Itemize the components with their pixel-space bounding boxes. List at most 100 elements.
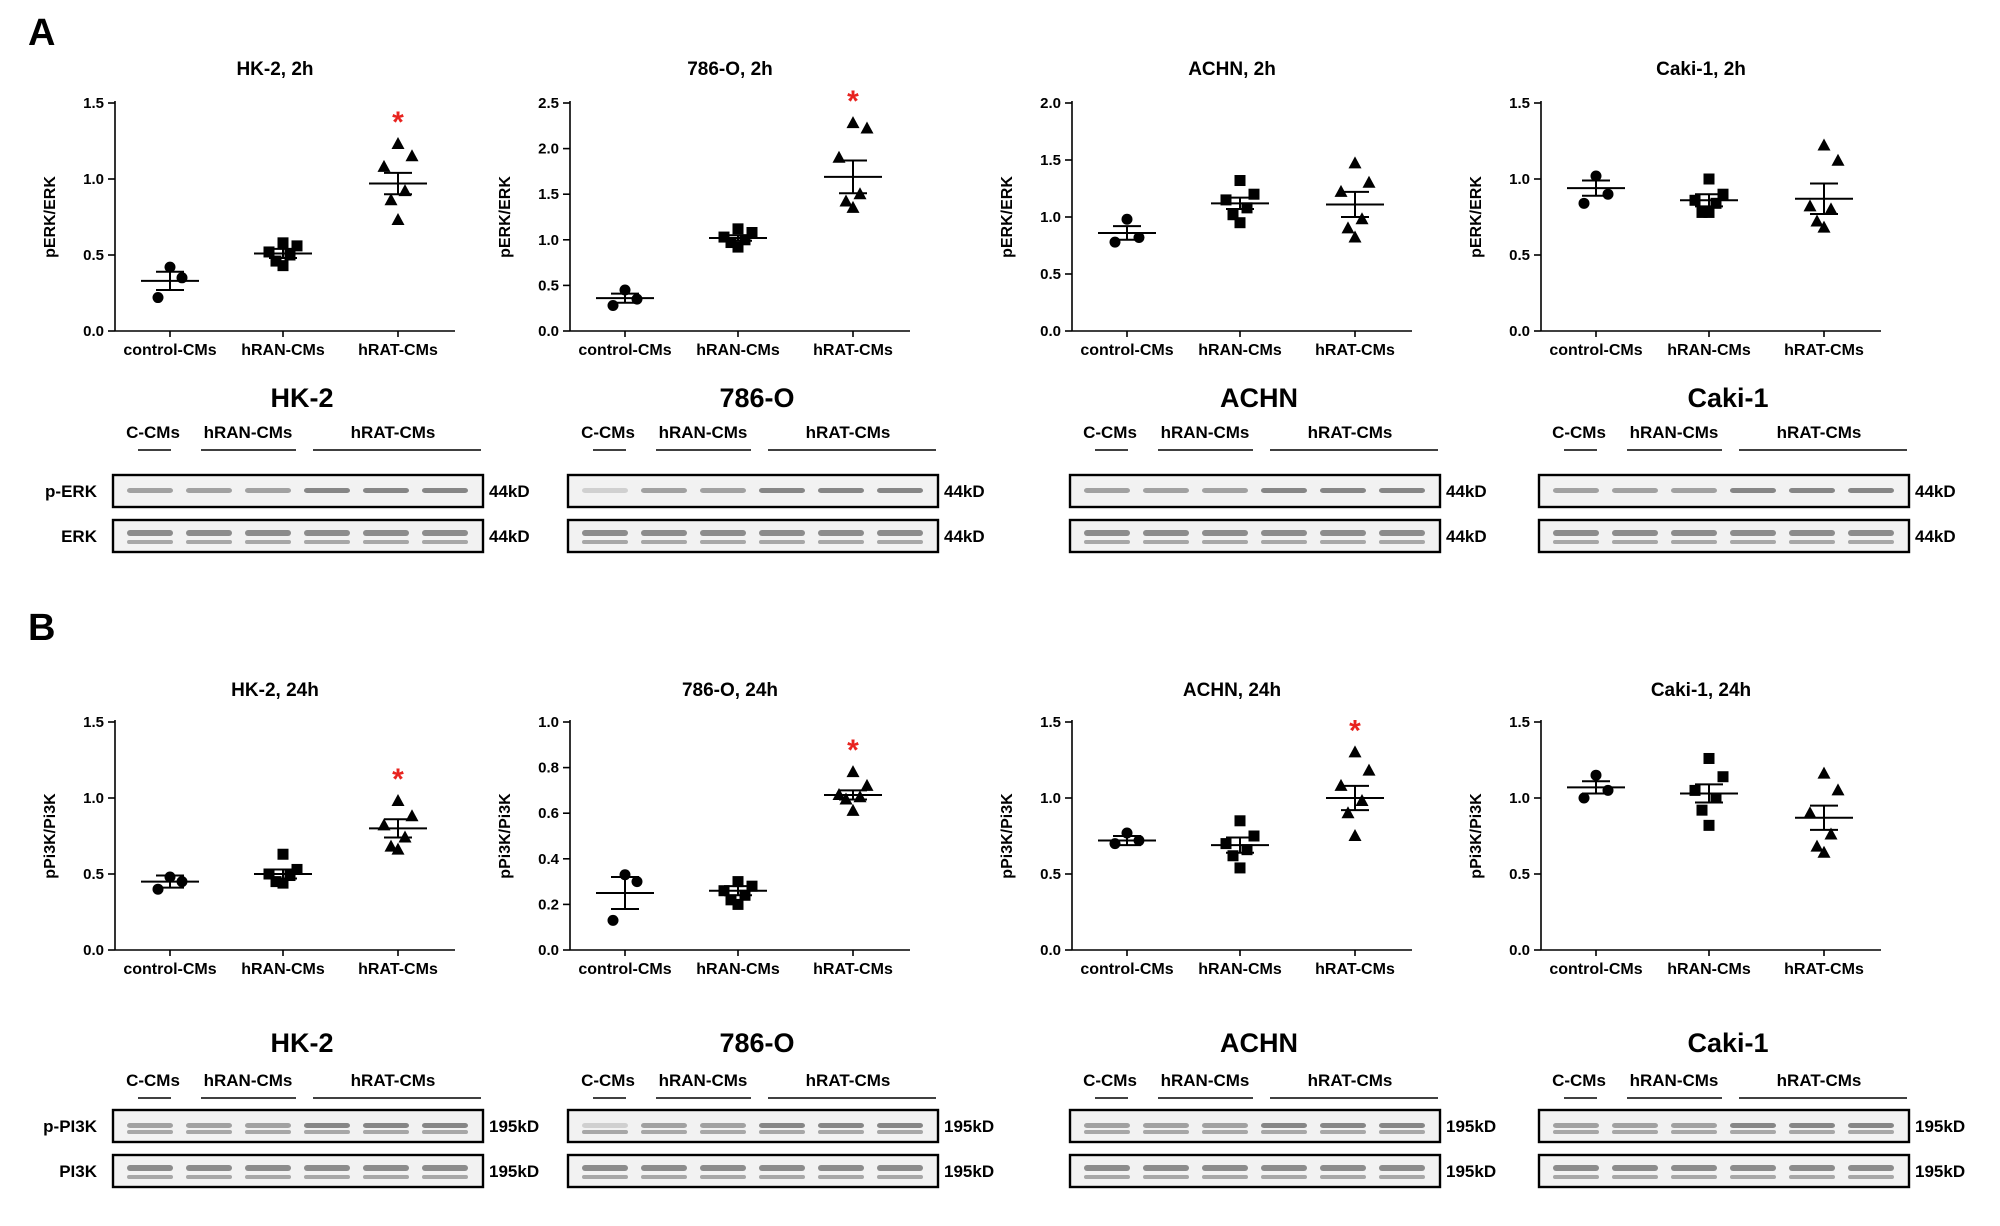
blot-band: [877, 540, 923, 544]
blot-band: [245, 1123, 291, 1128]
data-point: [164, 871, 176, 883]
blot-band: [245, 1165, 291, 1171]
blot-band: [818, 530, 864, 536]
blot-band: [1261, 1130, 1307, 1134]
data-point: [1810, 214, 1824, 227]
data-point: [619, 284, 631, 296]
blot-band: [422, 530, 468, 536]
blot-band: [1143, 488, 1189, 493]
blot-group-label: C-CMs: [1083, 1071, 1137, 1090]
significance-marker: *: [1349, 714, 1361, 747]
blot-band: [1848, 540, 1894, 544]
data-point: [732, 898, 744, 910]
blot-mw-label: 44kD: [944, 527, 985, 546]
blot-band: [818, 540, 864, 544]
blot-band: [245, 530, 291, 536]
blot-HK-2: HK-2 C-CMs hRAN-CMs hRAT-CMs 195kD p-PI3K 195k…: [43, 1028, 539, 1189]
data-point: [1717, 188, 1729, 200]
data-point: [176, 272, 188, 284]
data-point: [725, 237, 737, 249]
blot-band: [1202, 1130, 1248, 1134]
data-point: [1817, 845, 1831, 858]
y-tick-label: 2.0: [538, 141, 559, 158]
data-point: [732, 223, 744, 235]
blot-band: [1612, 540, 1658, 544]
blot-group-label: hRAN-CMs: [659, 1071, 748, 1090]
data-point: [631, 293, 643, 305]
data-point: [391, 213, 405, 226]
blot-strip: [1068, 1153, 1442, 1189]
blot-band: [1612, 1175, 1658, 1179]
blot-band: [700, 530, 746, 536]
y-tick-label: 0.6: [538, 805, 559, 822]
blot-group-label: hRAN-CMs: [1630, 1071, 1719, 1090]
x-tick-label: control-CMs: [123, 342, 216, 359]
data-point: [1710, 792, 1722, 804]
blot-band: [1143, 1165, 1189, 1171]
data-point: [1362, 175, 1376, 188]
blot-band: [1261, 540, 1307, 544]
blot-band: [818, 1165, 864, 1171]
blot-band: [759, 530, 805, 536]
data-point: [718, 885, 730, 897]
blot-band: [1671, 488, 1717, 493]
chart-2: 786-O, 2h 0.0 0.5 1.0 1.5 2.0 2.5 pERK/ERK contr…: [497, 59, 910, 359]
y-tick-label: 0.5: [1040, 866, 1061, 883]
blot-band: [1320, 1123, 1366, 1128]
x-tick-label: hRAN-CMs: [241, 342, 325, 359]
blot-band: [363, 1165, 409, 1171]
blot-band: [1789, 488, 1835, 493]
blot-band: [582, 1123, 628, 1128]
data-point: [1703, 206, 1715, 218]
blot-group-label: hRAT-CMs: [1777, 1071, 1862, 1090]
blot-band: [1789, 1123, 1835, 1128]
data-point: [277, 877, 289, 889]
blot-group-label: C-CMs: [126, 423, 180, 442]
blot-band: [877, 1130, 923, 1134]
chart-title: ACHN, 2h: [1188, 59, 1276, 80]
series-hRAT-CMs: *: [369, 106, 427, 226]
blot-band: [877, 1175, 923, 1179]
blot-band: [1730, 1175, 1776, 1179]
blot-786-O: 786-O C-CMs hRAN-CMs hRAT-CMs 44kD 44kD: [566, 383, 985, 554]
x-tick-label: hRAN-CMs: [696, 961, 780, 978]
blot-mw-label: 195kD: [944, 1117, 994, 1136]
data-point: [1220, 194, 1232, 206]
data-point: [391, 842, 405, 855]
blot-group-label: hRAN-CMs: [1630, 423, 1719, 442]
blot-row-label: ERK: [61, 527, 98, 546]
blot-band: [186, 1130, 232, 1134]
blot-band: [1202, 1123, 1248, 1128]
data-point: [1590, 170, 1602, 182]
data-point: [846, 765, 860, 778]
blot-Caki-1: Caki-1 C-CMs hRAN-CMs hRAT-CMs 195kD 195kD: [1537, 1028, 1965, 1189]
data-point: [631, 876, 643, 888]
y-tick-label: 1.0: [1509, 790, 1530, 807]
chart-title: HK-2, 2h: [236, 59, 313, 80]
x-tick-label: control-CMs: [1080, 342, 1173, 359]
blot-band: [1320, 1175, 1366, 1179]
data-point: [1234, 862, 1246, 874]
blot-band: [1789, 1130, 1835, 1134]
y-axis-label: pPi3K/Pi3K: [999, 793, 1016, 879]
data-point: [263, 868, 275, 880]
blot-group-label: C-CMs: [126, 1071, 180, 1090]
data-point: [1703, 819, 1715, 831]
blot-band: [1671, 1165, 1717, 1171]
chart-title: 786-O, 24h: [682, 680, 778, 701]
series-hRAN-CMs: [254, 848, 312, 889]
blot-band: [1730, 1165, 1776, 1171]
x-tick-label: hRAT-CMs: [1315, 961, 1395, 978]
blot-band: [1202, 1175, 1248, 1179]
y-tick-label: 0.0: [83, 323, 104, 340]
data-point: [1248, 830, 1260, 842]
data-point: [176, 876, 188, 888]
blot-band: [700, 1123, 746, 1128]
blot-band: [1848, 1175, 1894, 1179]
blot-band: [877, 530, 923, 536]
data-point: [1348, 156, 1362, 169]
series-hRAN-CMs: [1211, 175, 1269, 229]
data-point: [1109, 838, 1121, 850]
blot-strip: [1537, 473, 1911, 509]
data-point: [377, 818, 391, 831]
